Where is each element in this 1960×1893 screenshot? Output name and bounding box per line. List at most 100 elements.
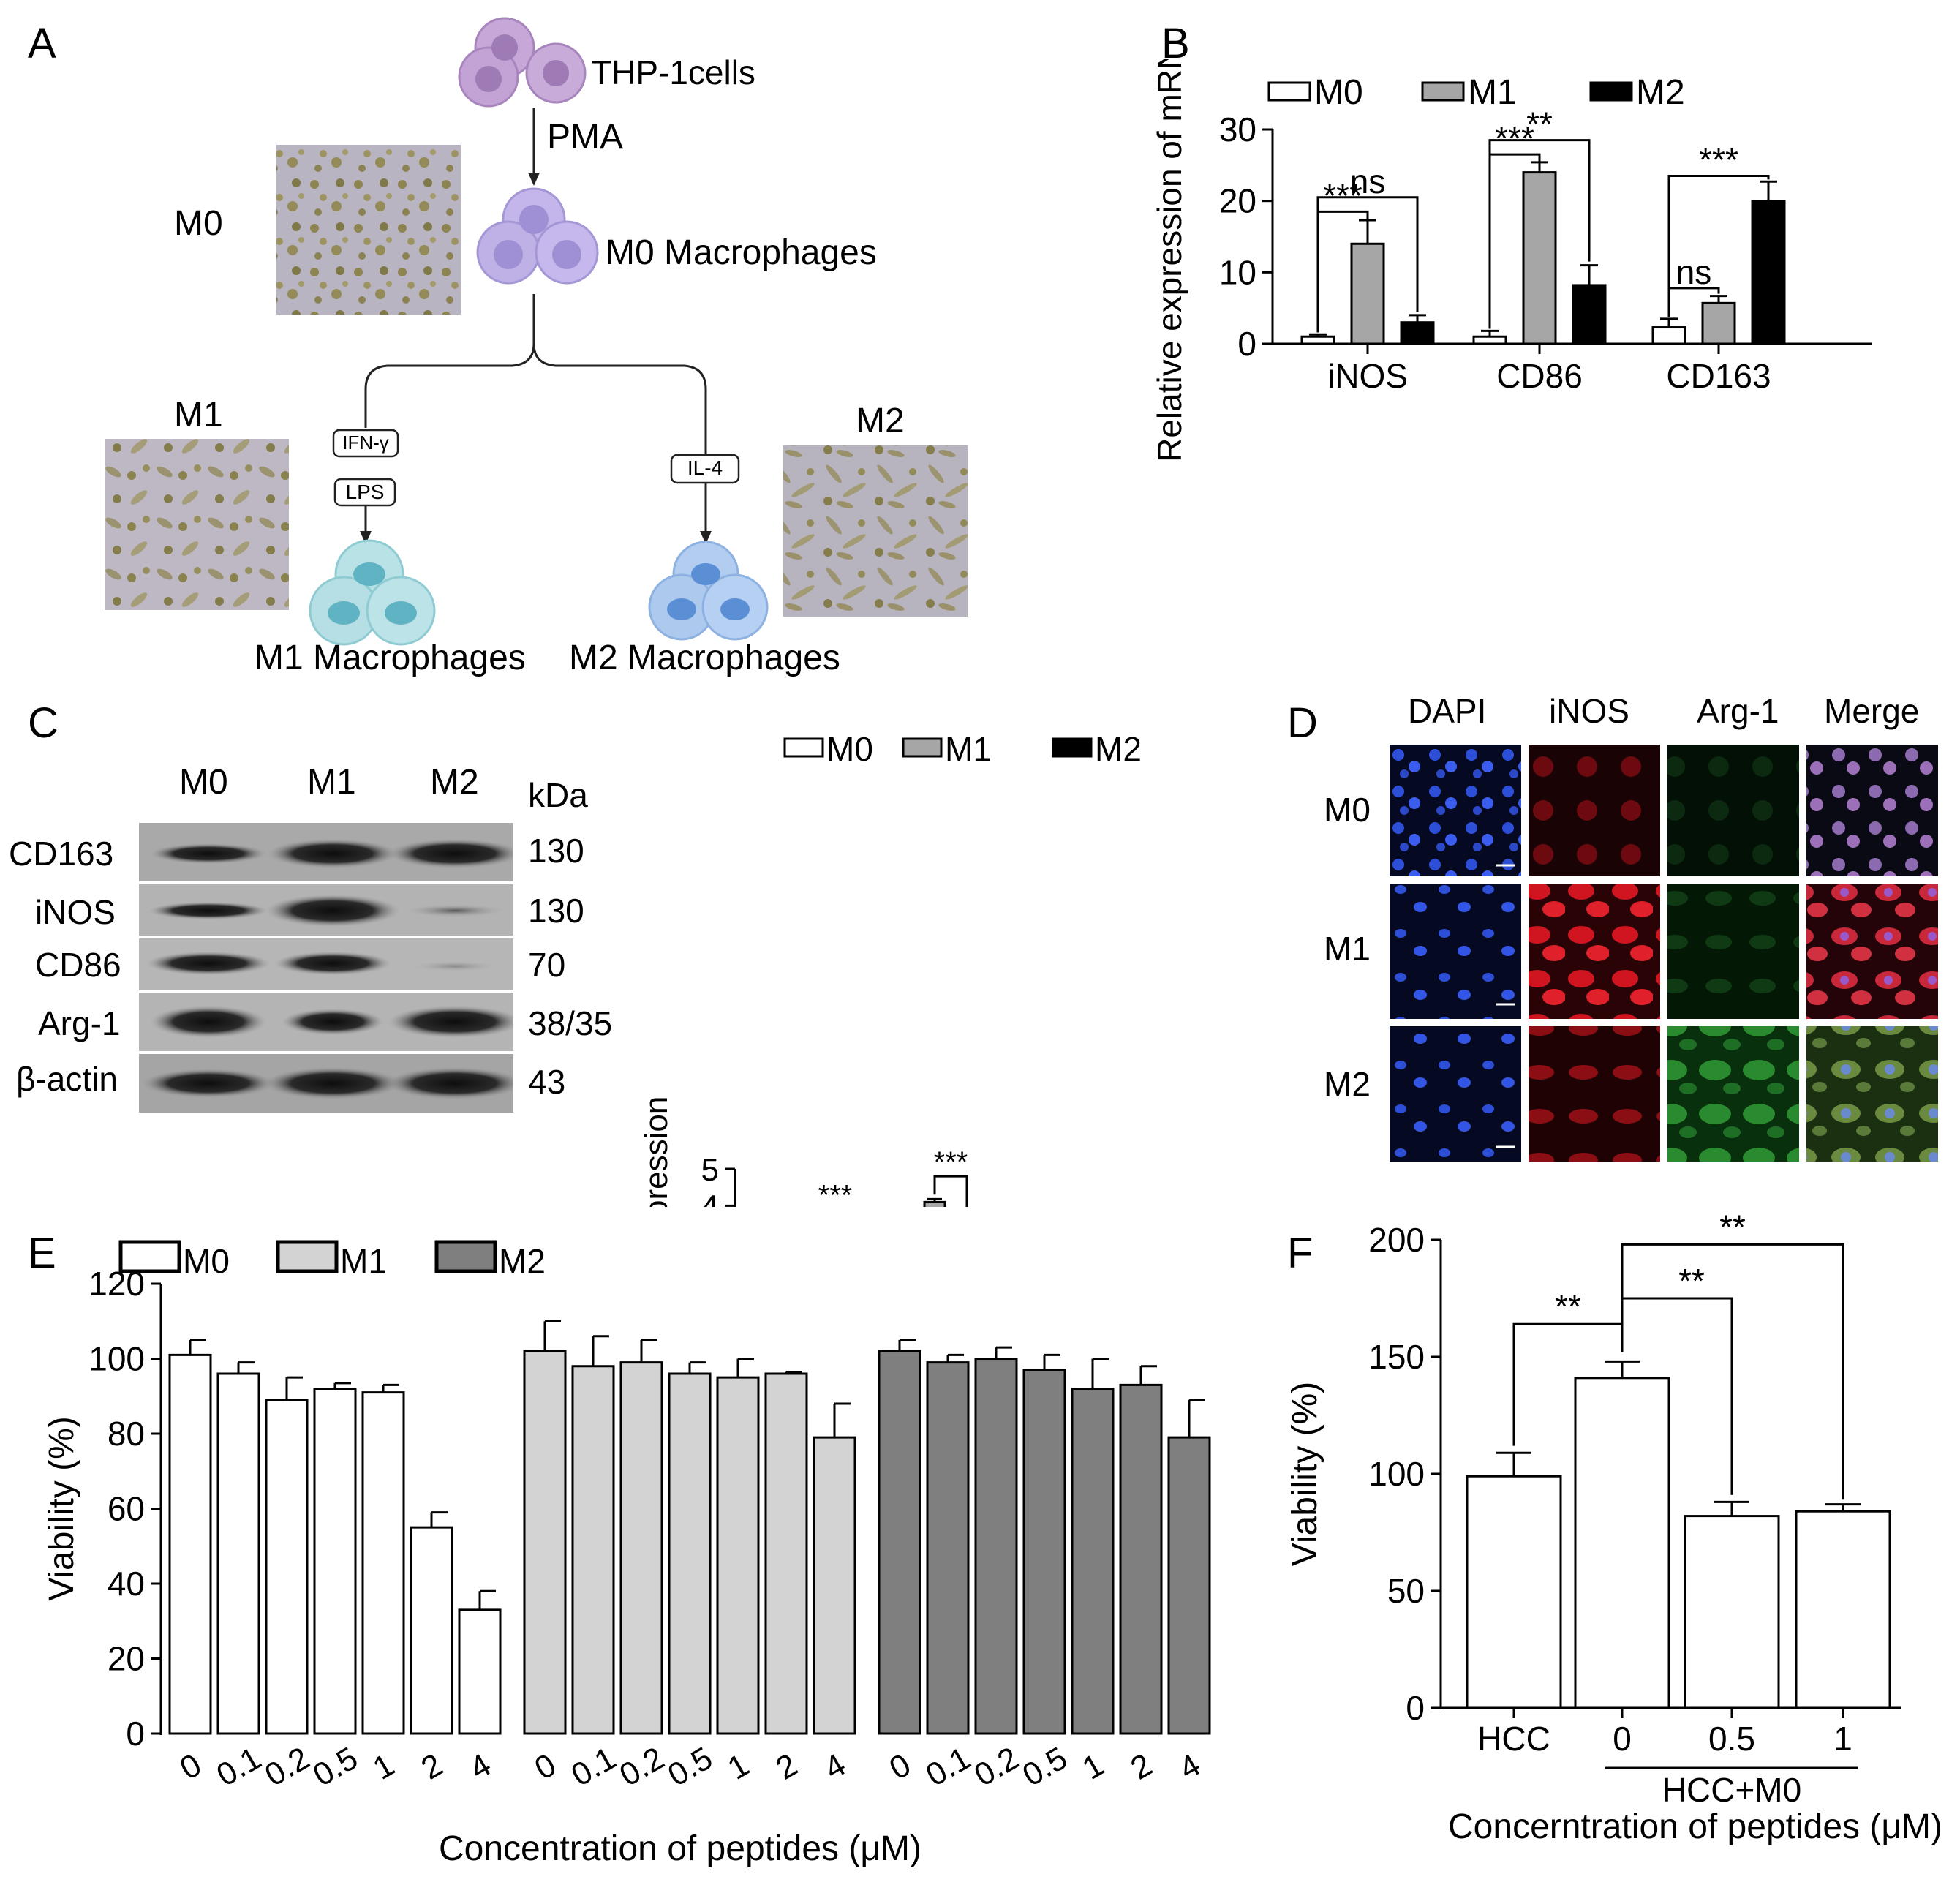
thp1-cells-icon xyxy=(458,17,587,108)
chart-e-legend-label: M1 xyxy=(340,1242,387,1280)
chart-b-bar xyxy=(1651,326,1686,345)
chart-e-bar xyxy=(974,1358,1018,1735)
chart-e-bar xyxy=(458,1608,502,1735)
chart-b: 0 10 20 30 Relative expression of mRNA iNOS CD… xyxy=(1150,59,1872,462)
chart-b-sig-inos-m2-label: ns xyxy=(1350,162,1386,200)
chart-e-xtick-label: 0 xyxy=(174,1747,208,1787)
chart-e-bar xyxy=(361,1391,405,1735)
m2-macrophages-icon xyxy=(648,541,769,641)
blot-kda-arg1: 38/35 xyxy=(528,1004,613,1042)
chart-c-sig-inos-label: *** xyxy=(934,1146,968,1178)
panel-letter-d: D xyxy=(1287,699,1318,747)
chart-b-sig-cd163-m1-bracket xyxy=(1667,287,1720,317)
pma-label: PMA xyxy=(547,118,624,157)
m2-macrophages-label: M2 Macrophages xyxy=(569,639,840,677)
chart-f-ytick-label: 50 xyxy=(1387,1572,1425,1610)
m0-label: M0 xyxy=(174,204,223,243)
chart-f-sig-05-bracket xyxy=(1621,1297,1733,1495)
if-m2-arg1 xyxy=(1667,1026,1799,1162)
chart-e-xtick-label: 0.1 xyxy=(920,1740,976,1794)
chart-e-ytick-label: 20 xyxy=(108,1640,145,1678)
chart-b-ytick-label: 20 xyxy=(1219,182,1256,220)
blot-protein-bactin: β-actin xyxy=(16,1060,118,1098)
chart-f-sig-hcc-label: ** xyxy=(1555,1287,1581,1325)
blot-kda-inos: 130 xyxy=(528,892,584,930)
m1-micrograph xyxy=(105,439,289,610)
chart-f-xlabel: Concerntration of peptides (μM) xyxy=(1448,1807,1942,1846)
panel-letter-f: F xyxy=(1287,1230,1313,1277)
chart-e-bar xyxy=(716,1376,760,1735)
chart-b-xtick-label: CD163 xyxy=(1666,357,1771,395)
lps-label: LPS xyxy=(345,481,385,503)
panel-a-diagram xyxy=(105,17,968,646)
chart-f-bar xyxy=(1684,1515,1780,1709)
chart-b-legend-swatch xyxy=(1267,81,1311,102)
chart-f-bar xyxy=(1574,1377,1670,1709)
thp1-label: THP-1cells xyxy=(591,53,755,91)
chart-e-xtick-label: 1 xyxy=(722,1747,755,1787)
if-m1-arg1 xyxy=(1667,884,1799,1019)
chart-c-legend-label: M2 xyxy=(1095,730,1142,768)
kda-header: kDa xyxy=(528,776,588,814)
chart-e-bar xyxy=(813,1436,856,1735)
chart-e-bar xyxy=(523,1350,567,1735)
chart-b-legend-swatch xyxy=(1589,81,1633,102)
if-col-merge: Merge xyxy=(1824,692,1920,730)
chart-e-bar xyxy=(265,1399,309,1735)
chart-e-bar xyxy=(168,1353,212,1735)
western-blot: M0 M1 M2 kDa CD163 iNOS CD86 Arg-1 β-act… xyxy=(0,731,644,1126)
chart-f-ytick-label: 100 xyxy=(1368,1455,1425,1493)
chart-e-bar xyxy=(1119,1383,1163,1735)
chart-b-bar xyxy=(1300,335,1335,345)
panel-letter-e: E xyxy=(28,1230,56,1277)
chart-f-ylabel: Viability (%) xyxy=(1286,1382,1324,1567)
blot-kda-bactin: 43 xyxy=(528,1063,566,1101)
chart-e-legend-label: M0 xyxy=(183,1242,230,1280)
if-m1-dapi xyxy=(1390,884,1521,1019)
chart-f-xtick-label: HCC xyxy=(1477,1720,1550,1758)
chart-e-bar xyxy=(1167,1436,1211,1735)
chart-f-xtick-label: 1 xyxy=(1833,1720,1852,1758)
chart-e-bar xyxy=(926,1361,970,1735)
chart-f: 0 50 100 150 200 Viability (%) HCC 0 0.5 1 HCC+M0C… xyxy=(1286,1208,1942,1846)
blot-kda-cd86: 70 xyxy=(528,946,566,984)
chart-e-xtick-label: 0.1 xyxy=(211,1740,267,1794)
chart-f-ytick-label: 150 xyxy=(1368,1338,1425,1376)
chart-b-legend-swatch xyxy=(1421,81,1465,102)
if-m1-merge xyxy=(1806,884,1938,1019)
chart-b-sig-cd163-m2-label: *** xyxy=(1699,140,1738,178)
chart-f-ytick-label: 0 xyxy=(1406,1689,1425,1727)
chart-b-legend-label: M1 xyxy=(1468,73,1517,112)
chart-b-legend-label: M2 xyxy=(1636,73,1685,112)
chart-f-xtick-label: 0 xyxy=(1613,1720,1632,1758)
chart-e-xtick-label: 2 xyxy=(770,1747,804,1787)
blot-lane-m0: M0 xyxy=(179,763,228,802)
chart-e-xtick-label: 0 xyxy=(529,1747,562,1787)
m1-macrophages-label: M1 Macrophages xyxy=(255,639,526,677)
chart-b-bar xyxy=(1400,321,1435,345)
chart-c-ytick-label: 4 xyxy=(701,1189,719,1207)
blot-kda-cd163: 130 xyxy=(528,832,584,870)
chart-e-legend-swatch xyxy=(118,1240,181,1273)
chart-c-sig-inos-bracket xyxy=(933,1175,968,1207)
chart-b-sig-cd86-m1-label: *** xyxy=(1495,119,1534,157)
if-grid xyxy=(1390,745,1938,1162)
m2-label: M2 xyxy=(856,402,905,440)
chart-e-xtick-label: 0 xyxy=(883,1747,917,1787)
chart-c-ylabel-line1: Relative protein expression xyxy=(638,1096,674,1207)
m0-macrophages-label: M0 Macrophages xyxy=(606,233,877,272)
chart-e-xtick-label: 4 xyxy=(1173,1747,1207,1787)
chart-e-xtick-label: 0.5 xyxy=(307,1740,363,1794)
chart-b-ytick-label: 30 xyxy=(1219,110,1256,148)
chart-e-bar xyxy=(410,1526,453,1735)
if-m0-arg1 xyxy=(1667,745,1799,876)
chart-b-bar xyxy=(1472,335,1507,345)
chart-e-ytick-label: 40 xyxy=(108,1565,145,1603)
chart-e-xtick-label: 0.1 xyxy=(565,1740,622,1794)
panel-letter-a: A xyxy=(28,20,56,67)
blot-protein-arg1: Arg-1 xyxy=(38,1004,121,1042)
chart-e-ytick-label: 100 xyxy=(88,1340,145,1378)
chart-e-ytick-label: 60 xyxy=(108,1490,145,1528)
m2-micrograph xyxy=(783,445,968,617)
chart-e-xtick-label: 4 xyxy=(818,1747,852,1787)
